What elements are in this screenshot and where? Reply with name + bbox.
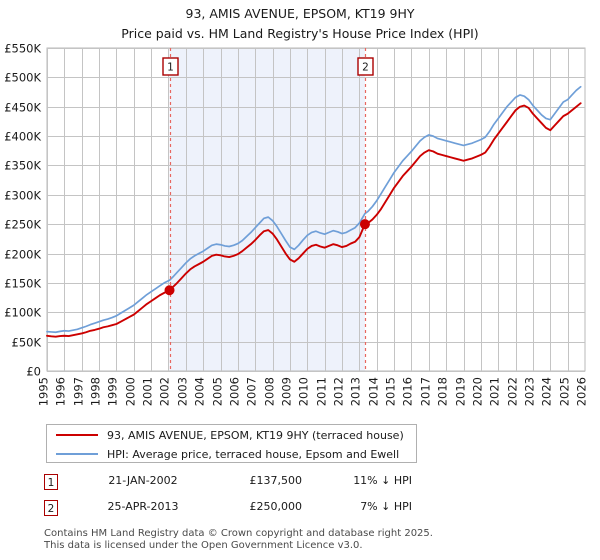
x-axis-tick-label: 2020 bbox=[471, 377, 485, 406]
y-axis-tick-label: £100K bbox=[4, 306, 41, 320]
y-axis-tick-label: £200K bbox=[4, 248, 41, 262]
transaction-badge-2: 2 bbox=[44, 500, 58, 516]
x-axis-tick-label: 1998 bbox=[89, 377, 103, 406]
price-history-chart: £0 £50K £100K £150K £200K £250K £300K £350K £400… bbox=[4, 42, 589, 407]
series-line-hpi bbox=[46, 85, 582, 334]
x-axis-tick-label: 2014 bbox=[367, 377, 381, 406]
x-axis-tick-label: 2022 bbox=[506, 377, 520, 406]
transaction-date-2: 25-APR-2013 bbox=[107, 500, 179, 513]
transactions-table: 1 21-JAN-2002 £137,500 11% ↓ HPI 2 25-AP… bbox=[44, 472, 464, 524]
legend-item-property: 93, AMIS AVENUE, EPSOM, KT19 9HY (terrac… bbox=[47, 426, 416, 444]
x-axis-tick-label: 2005 bbox=[211, 377, 225, 406]
x-axis-tick-label: 2021 bbox=[488, 377, 502, 406]
table-row: 2 25-APR-2013 £250,000 7% ↓ HPI bbox=[44, 498, 464, 524]
legend-item-hpi: HPI: Average price, terraced house, Epso… bbox=[47, 445, 416, 463]
x-axis-tick-label: 2017 bbox=[419, 377, 433, 406]
x-axis-tick-label: 2016 bbox=[401, 377, 415, 406]
footer-line-1: Contains HM Land Registry data © Crown c… bbox=[44, 528, 433, 539]
x-axis-tick-label: 2000 bbox=[124, 377, 138, 406]
x-axis-tick-label: 2002 bbox=[158, 377, 172, 406]
y-axis-tick-label: £550K bbox=[4, 42, 41, 56]
transaction-point bbox=[359, 219, 370, 230]
legend-label-hpi: HPI: Average price, terraced house, Epso… bbox=[107, 447, 400, 461]
table-row: 1 21-JAN-2002 £137,500 11% ↓ HPI bbox=[44, 472, 464, 498]
transaction-hpi-delta-1: 11% ↓ HPI bbox=[353, 474, 412, 487]
transaction-badge-1: 1 bbox=[44, 474, 58, 490]
y-axis-tick-label: £500K bbox=[4, 71, 41, 85]
legend-swatch-hpi bbox=[56, 453, 98, 455]
x-axis-tick-label: 2011 bbox=[315, 377, 329, 406]
y-axis-tick-label: £150K bbox=[4, 277, 41, 291]
transaction-badge-box bbox=[357, 57, 374, 76]
transaction-date-1: 21-JAN-2002 bbox=[108, 474, 178, 487]
x-axis-tick-label: 2009 bbox=[280, 377, 294, 406]
transaction-badge-label: 1 bbox=[167, 62, 174, 74]
y-axis-tick-label: £350K bbox=[4, 159, 41, 173]
transaction-hpi-delta-2: 7% ↓ HPI bbox=[360, 500, 412, 513]
x-axis-tick-label: 2025 bbox=[558, 377, 572, 406]
x-axis-tick-label: 2008 bbox=[263, 377, 277, 406]
title-line-2: Price paid vs. HM Land Registry's House … bbox=[121, 26, 479, 41]
transaction-point bbox=[164, 285, 175, 296]
footer-attribution: Contains HM Land Registry data © Crown c… bbox=[44, 528, 584, 552]
x-axis-tick-label: 2026 bbox=[575, 377, 589, 406]
y-axis-tick-label: £0 bbox=[26, 365, 41, 379]
y-axis-tick-label: £400K bbox=[4, 130, 41, 144]
y-axis-tick-label: £450K bbox=[4, 101, 41, 115]
transaction-price-1: £137,500 bbox=[249, 474, 303, 487]
chart-legend: 93, AMIS AVENUE, EPSOM, KT19 9HY (terrac… bbox=[46, 424, 417, 463]
x-axis-tick-label: 2010 bbox=[297, 377, 311, 406]
y-axis-tick-label: £50K bbox=[12, 336, 42, 350]
x-axis-tick-label: 2019 bbox=[454, 377, 468, 406]
series-line-property bbox=[46, 102, 582, 338]
x-axis-tick-label: 2024 bbox=[540, 377, 554, 406]
x-axis-tick-label: 2001 bbox=[141, 377, 155, 406]
x-axis-tick-label: 1997 bbox=[72, 377, 86, 406]
footer-line-2: This data is licensed under the Open Gov… bbox=[44, 540, 363, 551]
x-axis-tick-label: 2007 bbox=[245, 377, 259, 406]
x-axis-tick-label: 1995 bbox=[37, 377, 51, 406]
transaction-badge-box bbox=[162, 57, 179, 76]
legend-label-property: 93, AMIS AVENUE, EPSOM, KT19 9HY (terrac… bbox=[107, 428, 404, 442]
x-axis-tick-label: 2012 bbox=[332, 377, 346, 406]
x-axis-tick-label: 2004 bbox=[193, 377, 207, 406]
x-axis-tick-label: 1999 bbox=[106, 377, 120, 406]
x-axis-tick-label: 2006 bbox=[228, 377, 242, 406]
x-axis-tick-label: 2003 bbox=[176, 377, 190, 406]
title-line-1: 93, AMIS AVENUE, EPSOM, KT19 9HY bbox=[185, 6, 415, 21]
x-axis-tick-label: 2013 bbox=[349, 377, 363, 406]
x-axis-tick-label: 2018 bbox=[436, 377, 450, 406]
y-axis-tick-label: £300K bbox=[4, 189, 41, 203]
x-axis-tick-label: 2023 bbox=[523, 377, 537, 406]
x-axis-tick-label: 1996 bbox=[54, 377, 68, 406]
page-title: 93, AMIS AVENUE, EPSOM, KT19 9HY Price p… bbox=[0, 0, 600, 44]
transaction-price-2: £250,000 bbox=[249, 500, 303, 513]
y-axis-tick-label: £250K bbox=[4, 218, 41, 232]
highlighted-ownership-span bbox=[169, 48, 365, 371]
transaction-badge-label: 2 bbox=[362, 62, 369, 74]
legend-swatch-property bbox=[56, 434, 98, 436]
x-axis-tick-label: 2015 bbox=[384, 377, 398, 406]
